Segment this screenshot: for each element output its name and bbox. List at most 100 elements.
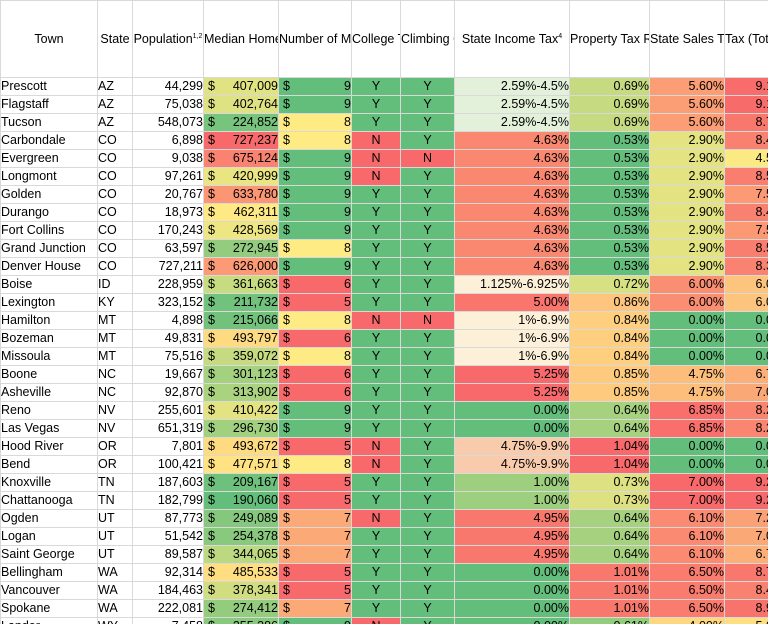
cell-state-income-tax[interactable]: 4.63%	[454, 185, 570, 204]
cell-total-tax[interactable]: 8.40%	[724, 131, 768, 150]
cell-climbing-gym[interactable]: N	[400, 311, 455, 330]
cell-state-income-tax[interactable]: 1.00%	[454, 491, 570, 510]
cell-college-town[interactable]: Y	[351, 545, 401, 564]
cell-state-income-tax[interactable]: 2.59%-4.5%	[454, 95, 570, 114]
cell-months[interactable]: $6	[278, 275, 352, 294]
cell-college-town[interactable]: Y	[351, 185, 401, 204]
table-row[interactable]: Boise ID 228,959 $361,663 $6 Y Y 1.125%-6.925% 0…	[0, 275, 768, 294]
table-row[interactable]: Asheville NC 92,870 $313,902 $6 Y Y 5.25% 0.85% 4…	[0, 383, 768, 402]
cell-state-income-tax[interactable]: 4.95%	[454, 527, 570, 546]
cell-state-income-tax[interactable]: 4.95%	[454, 509, 570, 528]
cell-state[interactable]: OR	[97, 455, 133, 474]
cell-population[interactable]: 222,081	[132, 599, 204, 618]
cell-college-town[interactable]: Y	[351, 563, 401, 582]
cell-total-tax[interactable]: 6.75%	[724, 545, 768, 564]
cell-state[interactable]: NV	[97, 401, 133, 420]
cell-median-home-value[interactable]: $190,060	[203, 491, 279, 510]
cell-college-town[interactable]: Y	[351, 329, 401, 348]
cell-state-income-tax[interactable]: 0.00%	[454, 617, 570, 624]
cell-climbing-gym[interactable]: Y	[400, 581, 455, 600]
cell-town[interactable]: Tucson	[0, 113, 98, 132]
cell-population[interactable]: 651,319	[132, 419, 204, 438]
cell-state-income-tax[interactable]: 0.00%	[454, 563, 570, 582]
header-state-income-tax[interactable]: State Income Tax4	[454, 0, 570, 78]
cell-population[interactable]: 44,299	[132, 77, 204, 96]
cell-property-tax-rate[interactable]: 0.64%	[569, 401, 650, 420]
cell-town[interactable]: Bellingham	[0, 563, 98, 582]
cell-college-town[interactable]: Y	[351, 599, 401, 618]
cell-population[interactable]: 18,973	[132, 203, 204, 222]
cell-property-tax-rate[interactable]: 0.85%	[569, 365, 650, 384]
cell-total-tax[interactable]: 8.40%	[724, 203, 768, 222]
cell-college-town[interactable]: N	[351, 437, 401, 456]
table-row[interactable]: Las Vegas NV 651,319 $296,730 $9 Y Y 0.00% 0.64%…	[0, 419, 768, 438]
cell-median-home-value[interactable]: $224,852	[203, 113, 279, 132]
cell-months[interactable]: $5	[278, 293, 352, 312]
cell-median-home-value[interactable]: $407,009	[203, 77, 279, 96]
cell-total-tax[interactable]: 8.70%	[724, 563, 768, 582]
cell-median-home-value[interactable]: $361,663	[203, 275, 279, 294]
cell-state-sales-tax[interactable]: 6.85%	[649, 401, 725, 420]
cell-college-town[interactable]: Y	[351, 383, 401, 402]
cell-town[interactable]: Golden	[0, 185, 98, 204]
cell-total-tax[interactable]: 7.55%	[724, 221, 768, 240]
cell-total-tax[interactable]: 8.70%	[724, 113, 768, 132]
cell-total-tax[interactable]: 8.40%	[724, 581, 768, 600]
cell-months[interactable]: $8	[278, 113, 352, 132]
table-row[interactable]: Tucson AZ 548,073 $224,852 $8 Y Y 2.59%-4.5% 0.6…	[0, 113, 768, 132]
cell-population[interactable]: 97,261	[132, 167, 204, 186]
cell-state-sales-tax[interactable]: 6.00%	[649, 275, 725, 294]
cell-months[interactable]: $8	[278, 347, 352, 366]
cell-town[interactable]: Longmont	[0, 167, 98, 186]
cell-population[interactable]: 20,767	[132, 185, 204, 204]
cell-state[interactable]: AZ	[97, 77, 133, 96]
cell-climbing-gym[interactable]: Y	[400, 95, 455, 114]
cell-population[interactable]: 187,603	[132, 473, 204, 492]
cell-town[interactable]: Logan	[0, 527, 98, 546]
cell-property-tax-rate[interactable]: 0.53%	[569, 239, 650, 258]
cell-median-home-value[interactable]: $209,167	[203, 473, 279, 492]
table-row[interactable]: LanderWY7,458$255,386$9NY0.00%0.61%4.00%…	[0, 617, 768, 624]
cell-state-income-tax[interactable]: 0.00%	[454, 401, 570, 420]
cell-climbing-gym[interactable]: Y	[400, 491, 455, 510]
cell-total-tax[interactable]: 0.00%	[724, 455, 768, 474]
cell-state-sales-tax[interactable]: 4.75%	[649, 383, 725, 402]
table-row[interactable]: Hood River OR 7,801 $493,672 $5 N Y 4.75%-9.9% 1…	[0, 437, 768, 456]
cell-state-sales-tax[interactable]: 6.50%	[649, 581, 725, 600]
cell-state[interactable]: UT	[97, 509, 133, 528]
header-state[interactable]: State	[97, 0, 133, 78]
table-row[interactable]: Reno NV 255,601 $410,422 $9 Y Y 0.00% 0.64% 6.85%…	[0, 401, 768, 420]
cell-total-tax[interactable]: 6.00%	[724, 275, 768, 294]
cell-property-tax-rate[interactable]: 0.64%	[569, 545, 650, 564]
cell-months[interactable]: $9	[278, 257, 352, 276]
cell-climbing-gym[interactable]: Y	[400, 473, 455, 492]
cell-climbing-gym[interactable]: Y	[400, 545, 455, 564]
table-row[interactable]: Durango CO 18,973 $462,311 $9 Y Y 4.63% 0.53% 2.9…	[0, 203, 768, 222]
cell-population[interactable]: 323,152	[132, 293, 204, 312]
cell-population[interactable]: 49,831	[132, 329, 204, 348]
cell-college-town[interactable]: Y	[351, 581, 401, 600]
cell-state-income-tax[interactable]: 1%-6.9%	[454, 329, 570, 348]
cell-property-tax-rate[interactable]: 0.53%	[569, 149, 650, 168]
cell-total-tax[interactable]: 0.00%	[724, 437, 768, 456]
cell-climbing-gym[interactable]: Y	[400, 185, 455, 204]
cell-climbing-gym[interactable]: Y	[400, 599, 455, 618]
cell-median-home-value[interactable]: $313,902	[203, 383, 279, 402]
table-row[interactable]: Lexington KY 323,152 $211,732 $5 Y Y 5.00% 0.86%…	[0, 293, 768, 312]
cell-climbing-gym[interactable]: Y	[400, 527, 455, 546]
cell-state-income-tax[interactable]: 0.00%	[454, 599, 570, 618]
cell-months[interactable]: $6	[278, 329, 352, 348]
cell-state[interactable]: WA	[97, 599, 133, 618]
cell-town[interactable]: Prescott	[0, 77, 98, 96]
cell-state-sales-tax[interactable]: 4.75%	[649, 365, 725, 384]
cell-town[interactable]: Boise	[0, 275, 98, 294]
cell-state-sales-tax[interactable]: 5.60%	[649, 77, 725, 96]
cell-population[interactable]: 100,421	[132, 455, 204, 474]
cell-property-tax-rate[interactable]: 1.01%	[569, 563, 650, 582]
cell-state-income-tax[interactable]: 5.25%	[454, 365, 570, 384]
cell-town[interactable]: Reno	[0, 401, 98, 420]
cell-college-town[interactable]: Y	[351, 275, 401, 294]
cell-population[interactable]: 87,773	[132, 509, 204, 528]
cell-state-income-tax[interactable]: 2.59%-4.5%	[454, 113, 570, 132]
cell-climbing-gym[interactable]: Y	[400, 221, 455, 240]
